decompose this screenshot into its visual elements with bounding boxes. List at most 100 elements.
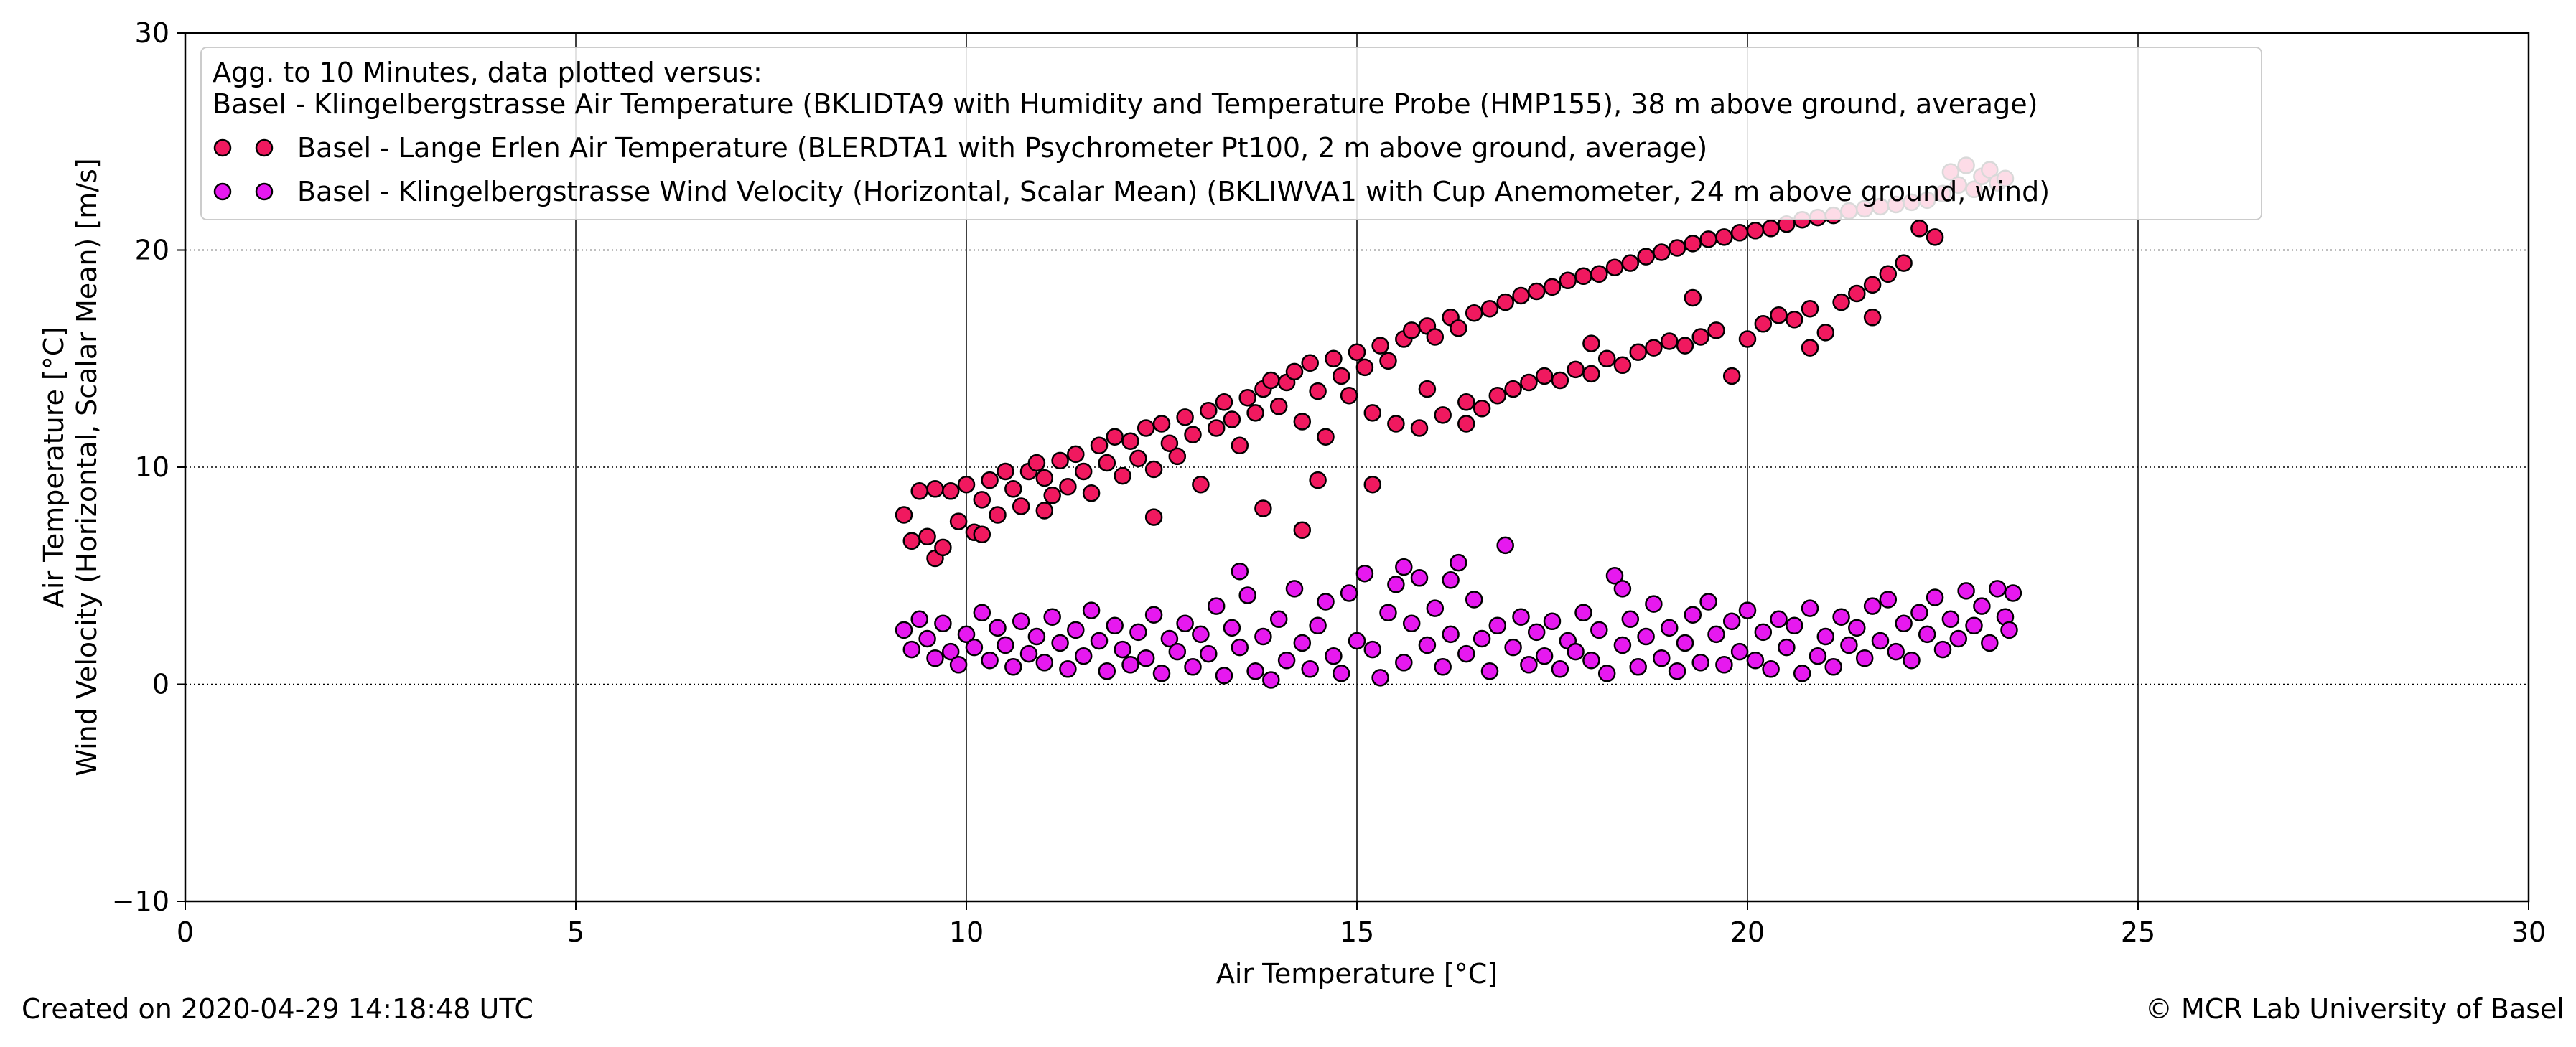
series-2-point-73 bbox=[1465, 591, 1483, 609]
series-1-point-30 bbox=[1129, 449, 1147, 468]
series-1-point-14 bbox=[1004, 480, 1022, 498]
series-2-point-54 bbox=[1317, 593, 1335, 611]
legend-marker-1b bbox=[255, 138, 274, 157]
series-1-point-52 bbox=[1301, 354, 1319, 372]
series-1-point-102 bbox=[1691, 328, 1709, 346]
y-tick-label-1: 0 bbox=[152, 669, 169, 700]
series-1-point-62 bbox=[1379, 352, 1397, 370]
series-2-point-34 bbox=[1160, 629, 1179, 648]
series-2-point-10 bbox=[973, 604, 991, 621]
series-2-point-76 bbox=[1488, 616, 1507, 635]
series-1-point-27 bbox=[1106, 428, 1124, 446]
axis-ticks: 0 5 10 15 20 25 30 −10 0 10 20 30 bbox=[112, 17, 2546, 948]
series-1-point-31 bbox=[1137, 419, 1155, 437]
series-1-point-104 bbox=[1707, 321, 1725, 339]
series-1-point-150 bbox=[1418, 380, 1437, 398]
series-2-point-33 bbox=[1152, 665, 1171, 682]
series-1-point-38 bbox=[1192, 475, 1210, 494]
series-2-point-84 bbox=[1551, 660, 1569, 678]
legend-marker-2a bbox=[213, 182, 232, 201]
series-1-point-71 bbox=[1450, 319, 1467, 337]
series-1-point-10 bbox=[973, 491, 991, 509]
series-2-point-132 bbox=[1926, 588, 1944, 606]
legend-entry-1: Basel - Lange Erlen Air Temperature (BLE… bbox=[297, 132, 1707, 164]
series-1-point-3 bbox=[918, 527, 936, 546]
series-2-point-69 bbox=[1434, 658, 1452, 676]
series-2-point-130 bbox=[1910, 604, 1928, 621]
series-2-point-98 bbox=[1660, 619, 1679, 637]
series-1-point-11 bbox=[981, 471, 999, 489]
series-1-point-89 bbox=[1590, 265, 1608, 283]
series-1-point-0 bbox=[895, 506, 913, 524]
series-2-point-64 bbox=[1395, 654, 1413, 672]
series-2-point-4 bbox=[926, 649, 944, 667]
series-2-point-47 bbox=[1262, 671, 1280, 689]
series-2-point-115 bbox=[1793, 665, 1811, 682]
series-2-point-60 bbox=[1363, 640, 1382, 659]
series-1-point-92 bbox=[1613, 356, 1632, 375]
series-2-point-147 bbox=[1613, 580, 1632, 598]
series-2-point-82 bbox=[1535, 647, 1554, 665]
x-tick-label-2: 10 bbox=[949, 916, 984, 948]
series-2-point-23 bbox=[1074, 647, 1093, 665]
series-1-point-74 bbox=[1473, 400, 1491, 418]
series-1-point-57 bbox=[1340, 386, 1358, 405]
series-2-point-140 bbox=[1988, 580, 2007, 598]
series-2-points bbox=[895, 536, 2022, 689]
series-2-point-56 bbox=[1332, 665, 1350, 682]
series-1-point-93 bbox=[1621, 254, 1640, 272]
series-1-point-128 bbox=[1895, 254, 1913, 272]
series-2-point-12 bbox=[989, 619, 1007, 637]
series-2-point-117 bbox=[1809, 647, 1827, 665]
series-2-point-94 bbox=[1629, 658, 1647, 676]
series-2-point-31 bbox=[1137, 649, 1155, 667]
series-2-point-7 bbox=[949, 656, 968, 674]
series-1-point-37 bbox=[1184, 426, 1202, 443]
series-2-point-58 bbox=[1348, 632, 1366, 650]
series-1-point-69 bbox=[1434, 406, 1452, 424]
series-2-point-20 bbox=[1051, 634, 1069, 652]
series-1-point-107 bbox=[1730, 224, 1749, 242]
series-1-point-41 bbox=[1215, 393, 1233, 411]
y-tick-label-2: 10 bbox=[135, 451, 169, 483]
series-2-point-129 bbox=[1903, 651, 1921, 670]
series-2-point-125 bbox=[1871, 632, 1890, 650]
series-2-point-28 bbox=[1114, 640, 1131, 659]
series-2-point-120 bbox=[1832, 608, 1850, 626]
series-1-point-58 bbox=[1348, 343, 1366, 361]
series-1-point-1 bbox=[902, 532, 921, 550]
series-2-point-14 bbox=[1004, 658, 1022, 676]
series-1-point-22 bbox=[1067, 445, 1085, 464]
series-2-point-16 bbox=[1019, 644, 1038, 663]
series-2-point-93 bbox=[1621, 610, 1640, 629]
series-2-point-123 bbox=[1855, 649, 1874, 667]
series-1-point-85 bbox=[1559, 271, 1577, 290]
series-1-point-24 bbox=[1082, 484, 1101, 502]
series-1-point-120 bbox=[1832, 293, 1850, 311]
series-2-point-45 bbox=[1246, 662, 1264, 680]
series-2-point-113 bbox=[1778, 638, 1796, 657]
series-1-point-78 bbox=[1504, 380, 1522, 398]
series-1-point-45 bbox=[1246, 404, 1264, 422]
series-1-point-13 bbox=[997, 462, 1014, 481]
series-2-point-114 bbox=[1786, 616, 1803, 635]
copyright-notice: © MCR Lab University of Basel bbox=[2145, 993, 2565, 1025]
series-2-point-138 bbox=[1973, 597, 1991, 615]
series-2-point-30 bbox=[1129, 623, 1147, 642]
series-2-point-21 bbox=[1059, 660, 1077, 678]
series-2-point-68 bbox=[1426, 599, 1445, 617]
series-2-point-26 bbox=[1098, 662, 1116, 680]
series-1-point-94 bbox=[1629, 343, 1647, 361]
series-1-point-53 bbox=[1309, 382, 1327, 400]
series-2-point-136 bbox=[1957, 582, 1975, 600]
series-2-point-49 bbox=[1277, 651, 1296, 670]
series-1-point-95 bbox=[1637, 248, 1655, 266]
series-2-point-35 bbox=[1168, 642, 1187, 661]
series-2-point-55 bbox=[1325, 647, 1343, 665]
series-2-point-11 bbox=[981, 651, 999, 670]
series-2-point-62 bbox=[1379, 604, 1397, 621]
series-2-point-38 bbox=[1192, 625, 1210, 644]
y-axis-label-line-2: Wind Velocity (Horizontal, Scalar Mean) … bbox=[71, 158, 103, 776]
series-2-point-67 bbox=[1418, 636, 1437, 654]
series-2-point-102 bbox=[1691, 654, 1709, 672]
